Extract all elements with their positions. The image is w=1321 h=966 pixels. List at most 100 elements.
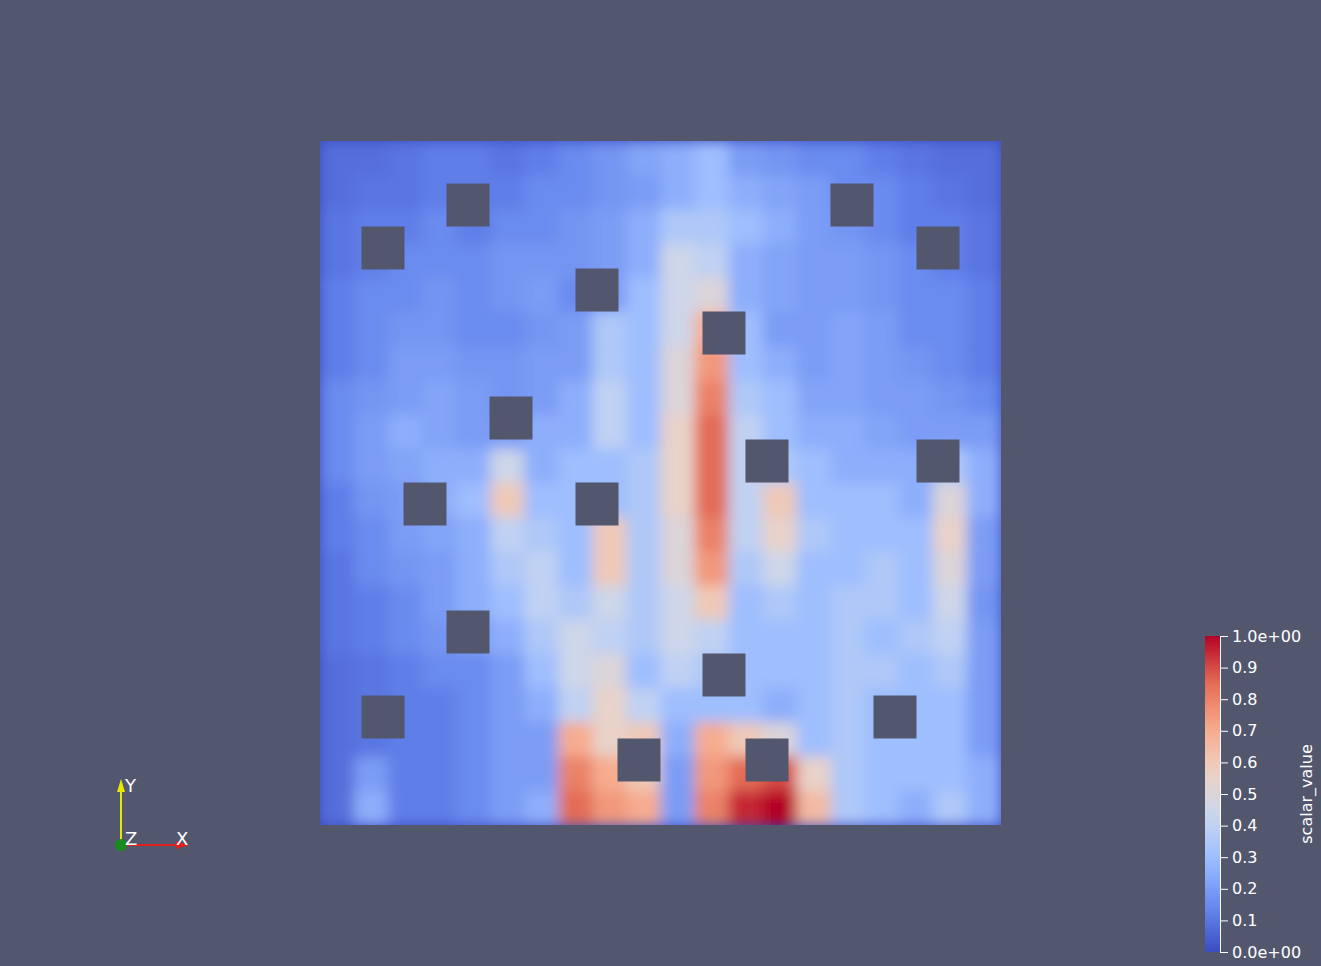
cell [967, 346, 1001, 381]
cell [661, 517, 696, 552]
cell [422, 449, 457, 484]
tick-label: 0.3 [1232, 848, 1257, 867]
cell [388, 415, 423, 450]
cell [831, 312, 866, 347]
cell [967, 175, 1001, 210]
cell [626, 688, 661, 723]
cell [422, 346, 457, 381]
cell [899, 141, 934, 176]
plot-background [320, 141, 1001, 825]
cells [320, 141, 1001, 825]
cell [320, 586, 355, 621]
tick-mark [1220, 668, 1228, 669]
tick-label: 0.1 [1232, 911, 1257, 930]
cell [967, 517, 1001, 552]
cell [661, 244, 696, 279]
obstacle [703, 654, 746, 697]
cell [524, 551, 559, 586]
cell [388, 312, 423, 347]
triad-label: X [176, 828, 188, 849]
cell [695, 175, 730, 210]
tick-mark [1220, 826, 1228, 827]
cell [558, 620, 593, 655]
cell [422, 688, 457, 723]
cell [899, 757, 934, 792]
cell [524, 175, 559, 210]
cell [763, 688, 798, 723]
cell [456, 483, 491, 518]
cell [695, 483, 730, 518]
cell [763, 620, 798, 655]
cell [490, 175, 525, 210]
cell [967, 757, 1001, 792]
cell [797, 757, 832, 792]
obstacle [917, 227, 960, 270]
tick-label: 1.0e+00 [1232, 627, 1301, 646]
cell [865, 312, 900, 347]
colorbar-axis: 0.0e+000.10.20.30.40.50.60.70.80.91.0e+0… [1220, 627, 1301, 962]
cell [865, 415, 900, 450]
cell [763, 244, 798, 279]
colorbar-tick: 0.4 [1220, 816, 1257, 835]
cell [490, 586, 525, 621]
obstacle [746, 440, 789, 483]
cell [422, 791, 457, 825]
colorbar-tick: 0.0e+00 [1220, 943, 1301, 962]
obstacle [618, 739, 661, 782]
cell [661, 586, 696, 621]
cell [831, 654, 866, 689]
cell [729, 620, 764, 655]
obstacle [746, 739, 789, 782]
cell [626, 141, 661, 176]
cell [729, 209, 764, 244]
cell [558, 209, 593, 244]
triad-label: Y [124, 775, 137, 796]
cell [388, 551, 423, 586]
cell [626, 346, 661, 381]
cell [320, 483, 355, 518]
cell [422, 415, 457, 450]
cell [763, 551, 798, 586]
cell [967, 791, 1001, 825]
cell [831, 688, 866, 723]
cell [695, 209, 730, 244]
obstacle [362, 696, 405, 739]
cell [456, 688, 491, 723]
cell [967, 483, 1001, 518]
cell [865, 346, 900, 381]
cell [626, 586, 661, 621]
cell [388, 586, 423, 621]
cell [354, 141, 389, 176]
cell [422, 551, 457, 586]
tick-mark [1220, 952, 1228, 953]
cell [933, 722, 968, 757]
cell [661, 209, 696, 244]
cell [967, 312, 1001, 347]
cell [899, 483, 934, 518]
cell [661, 278, 696, 313]
cell [388, 449, 423, 484]
obstacle [404, 483, 447, 526]
cell [763, 586, 798, 621]
cell [320, 209, 355, 244]
cell [797, 141, 832, 176]
cell [967, 688, 1001, 723]
cell [320, 722, 355, 757]
tick-label: 0.8 [1232, 690, 1257, 709]
cell [558, 551, 593, 586]
cell [661, 380, 696, 415]
cell [899, 175, 934, 210]
cell [388, 175, 423, 210]
cell [661, 722, 696, 757]
cell [865, 449, 900, 484]
cell [933, 791, 968, 825]
cell [933, 688, 968, 723]
colorbar-tick: 1.0e+00 [1220, 627, 1301, 646]
cell [797, 586, 832, 621]
cell [490, 141, 525, 176]
cell [967, 278, 1001, 313]
cell [320, 449, 355, 484]
cell [967, 586, 1001, 621]
cell [763, 483, 798, 518]
cell [558, 791, 593, 825]
